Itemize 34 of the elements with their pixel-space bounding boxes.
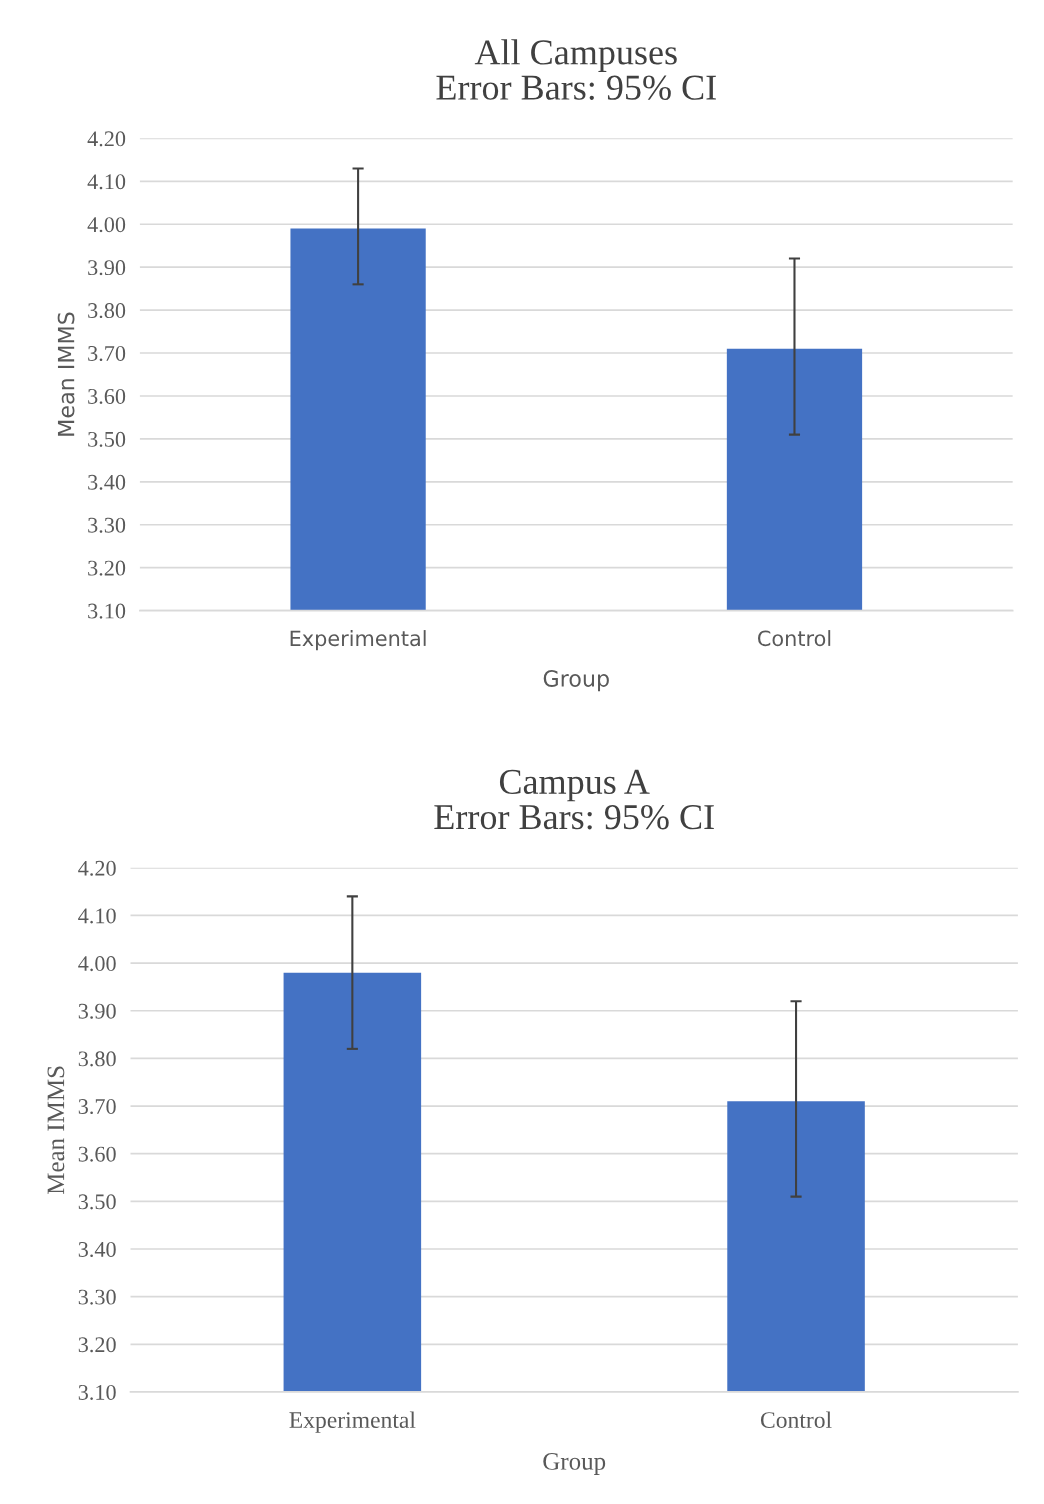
y-tick-label: 4.20: [87, 131, 126, 147]
x-tick-label: Experimental: [289, 1411, 416, 1433]
y-tick-label: 3.20: [78, 1337, 116, 1353]
y-axis-title: Mean IMMS: [47, 1066, 65, 1195]
y-tick-label: 3.30: [78, 1289, 116, 1305]
x-tick-label: Experimental: [290, 630, 426, 651]
y-tick-label: 3.50: [78, 1194, 116, 1210]
y-tick-label: 3.90: [88, 260, 126, 276]
y-tick-label: 3.40: [78, 1241, 116, 1258]
y-tick-label: 4.10: [87, 174, 126, 190]
y-tick-label: 3.80: [88, 303, 126, 319]
y-tick-label: 4.00: [78, 956, 116, 972]
x-axis-title: Group: [543, 670, 609, 692]
y-tick-label: 3.60: [78, 1146, 116, 1162]
x-tick-label: Control: [758, 630, 831, 647]
y-tick-label: 3.60: [88, 388, 126, 404]
chart-title: All Campuses Error Bars: 95% CI: [436, 39, 716, 100]
y-tick-label: 4.00: [87, 217, 126, 233]
y-tick-label: 3.90: [78, 1003, 116, 1019]
y-axis-title: Mean IMMS: [57, 312, 75, 436]
y-tick-label: 4.20: [78, 860, 116, 876]
y-tick-label: 3.50: [88, 431, 126, 447]
y-tick-label: 4.10: [78, 908, 116, 924]
x-tick-label: Control: [760, 1411, 832, 1429]
y-tick-label: 3.30: [88, 517, 126, 533]
y-tick-label: 3.10: [78, 1384, 116, 1400]
y-tick-label: 3.20: [88, 560, 126, 576]
y-tick-label: 3.70: [78, 1098, 116, 1115]
y-tick-label: 3.10: [88, 603, 126, 619]
y-tick-label: 3.70: [88, 345, 126, 362]
chart-title: Campus A Error Bars: 95% CI: [434, 769, 714, 830]
y-tick-label: 3.40: [88, 474, 126, 490]
y-tick-label: 3.80: [78, 1051, 116, 1067]
x-axis-title: Group: [543, 1453, 606, 1475]
